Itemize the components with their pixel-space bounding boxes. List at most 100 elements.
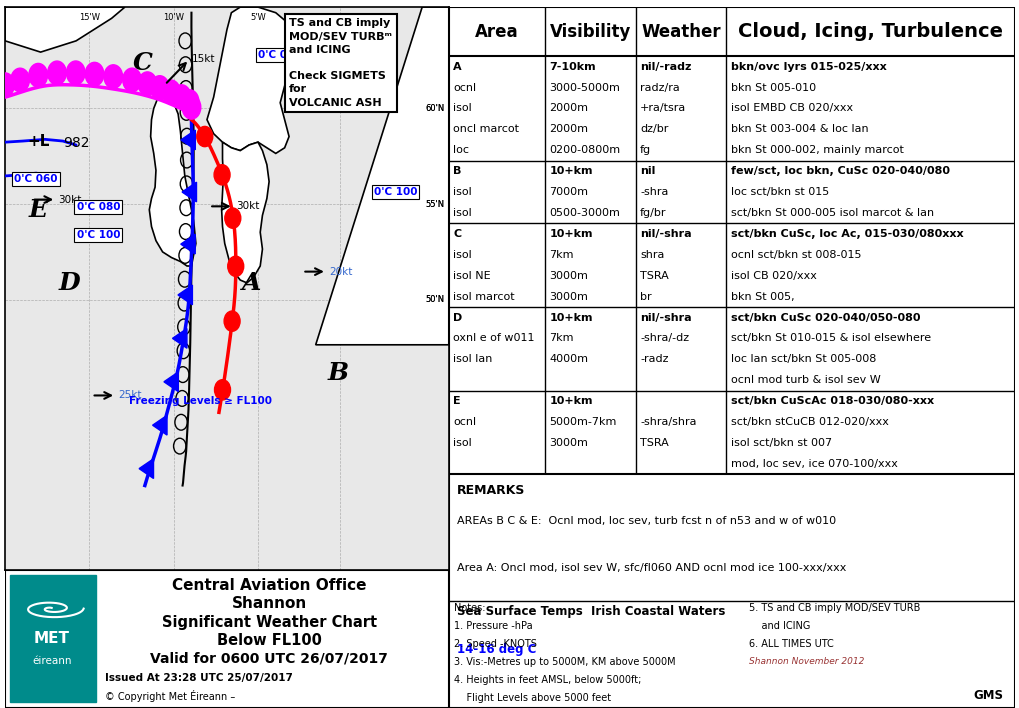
Text: 3. Vis:-Metres up to 5000M, KM above 5000M: 3. Vis:-Metres up to 5000M, KM above 500… [454, 657, 676, 667]
Circle shape [172, 85, 191, 108]
Text: C: C [452, 229, 461, 239]
Text: -shra: -shra [640, 187, 667, 197]
Text: ocnl mod turb & isol sev W: ocnl mod turb & isol sev W [730, 375, 879, 385]
Text: isol: isol [452, 208, 472, 218]
Circle shape [11, 68, 30, 92]
Polygon shape [221, 142, 269, 283]
Text: TS and CB imply
MOD/SEV TURBᵐ
and ICING

Check SIGMETS
for
VOLCANIC ASH: TS and CB imply MOD/SEV TURBᵐ and ICING … [288, 18, 391, 108]
Polygon shape [180, 234, 195, 254]
Text: isol EMBD CB 020/xxx: isol EMBD CB 020/xxx [730, 103, 852, 113]
Text: isol: isol [452, 250, 472, 260]
Polygon shape [180, 130, 195, 150]
Text: +L: +L [28, 134, 50, 149]
Text: 0500-3000m: 0500-3000m [549, 208, 620, 218]
Text: sct/bkn stCuCB 012-020/xxx: sct/bkn stCuCB 012-020/xxx [730, 417, 888, 427]
Text: 0'C 060: 0'C 060 [14, 173, 58, 184]
Text: MET: MET [34, 632, 69, 646]
Polygon shape [139, 459, 154, 479]
Text: ocnl sct/bkn st 008-015: ocnl sct/bkn st 008-015 [730, 250, 860, 260]
Polygon shape [149, 91, 196, 266]
Text: sct/bkn St 010-015 & isol elsewhere: sct/bkn St 010-015 & isol elsewhere [730, 333, 930, 343]
Text: loc lan sct/bkn St 005-008: loc lan sct/bkn St 005-008 [730, 354, 875, 365]
Text: 2. Speed -KNOTS: 2. Speed -KNOTS [454, 639, 537, 649]
Text: 25kt: 25kt [118, 390, 142, 401]
Text: isol: isol [452, 103, 472, 113]
Text: 3000-5000m: 3000-5000m [549, 83, 620, 93]
Text: 0'C 100: 0'C 100 [76, 230, 120, 240]
Text: nil/-shra: nil/-shra [640, 312, 691, 323]
Text: E: E [452, 396, 461, 406]
Text: 2000m: 2000m [549, 125, 588, 135]
Text: 14-16 deg C: 14-16 deg C [457, 643, 536, 656]
Text: -shra/-dz: -shra/-dz [640, 333, 689, 343]
Text: +ra/tsra: +ra/tsra [640, 103, 686, 113]
Text: Freezing Levels ≥ FL100: Freezing Levels ≥ FL100 [129, 396, 272, 406]
Text: br: br [640, 292, 651, 302]
Text: 20kt: 20kt [329, 267, 352, 277]
Text: éireann: éireann [32, 656, 71, 666]
Text: isol: isol [452, 187, 472, 197]
Polygon shape [182, 182, 197, 202]
Text: Weather: Weather [641, 23, 720, 40]
Text: 3000m: 3000m [549, 438, 588, 448]
Text: radz/ra: radz/ra [640, 83, 680, 93]
Text: 15kt: 15kt [192, 55, 215, 64]
Text: 30kt: 30kt [58, 195, 82, 205]
Text: oxnl e of w011: oxnl e of w011 [452, 333, 534, 343]
Text: bkn St 003-004 & loc lan: bkn St 003-004 & loc lan [730, 125, 867, 135]
Text: C: C [132, 52, 153, 75]
Text: fg: fg [640, 145, 650, 155]
Circle shape [150, 76, 169, 99]
Text: 60'N: 60'N [425, 104, 444, 113]
Text: 4000m: 4000m [549, 354, 588, 365]
Text: Visibility: Visibility [549, 23, 631, 40]
Text: B: B [452, 166, 462, 176]
Text: sct/bkn St 000-005 isol marcot & lan: sct/bkn St 000-005 isol marcot & lan [730, 208, 933, 218]
Polygon shape [207, 7, 298, 154]
Circle shape [224, 208, 240, 228]
Text: loc sct/bkn st 015: loc sct/bkn st 015 [730, 187, 828, 197]
Text: B: B [327, 361, 348, 385]
Circle shape [182, 96, 201, 119]
Text: 0'C 080: 0'C 080 [76, 202, 120, 212]
Circle shape [66, 61, 85, 85]
Text: oncl marcot: oncl marcot [452, 125, 519, 135]
Bar [9, 576, 96, 702]
Text: 10+km: 10+km [549, 396, 592, 406]
Text: nil/-radz: nil/-radz [640, 62, 691, 72]
Text: D: D [452, 312, 463, 323]
Text: A: A [242, 271, 261, 295]
Text: isol lan: isol lan [452, 354, 492, 365]
Text: and ICING: and ICING [748, 621, 809, 631]
Text: sct/bkn CuScAc 018-030/080-xxx: sct/bkn CuScAc 018-030/080-xxx [730, 396, 933, 406]
Text: Shannon: Shannon [231, 595, 307, 610]
Text: 7km: 7km [549, 250, 574, 260]
Text: Issued At 23:28 UTC 25/07/2017: Issued At 23:28 UTC 25/07/2017 [105, 673, 292, 683]
Text: 0': 0' [336, 13, 343, 22]
Text: isol marcot: isol marcot [452, 292, 515, 302]
Text: Below FL100: Below FL100 [216, 633, 321, 648]
Circle shape [214, 165, 230, 185]
Circle shape [104, 65, 122, 88]
Text: Area A: Oncl mod, isol sev W, sfc/fl060 AND ocnl mod ice 100-xxx/xxx: Area A: Oncl mod, isol sev W, sfc/fl060 … [457, 563, 846, 573]
Text: bkn St 005,: bkn St 005, [730, 292, 794, 302]
Text: mod, loc sev, ice 070-100/xxx: mod, loc sev, ice 070-100/xxx [730, 459, 897, 469]
Text: Shannon November 2012: Shannon November 2012 [748, 657, 863, 666]
Text: -radz: -radz [640, 354, 668, 365]
Text: 3000m: 3000m [549, 270, 588, 280]
Text: bkn St 005-010: bkn St 005-010 [730, 83, 815, 93]
Text: 55'N: 55'N [425, 200, 444, 209]
Text: Area: Area [475, 23, 519, 40]
Text: 6. ALL TIMES UTC: 6. ALL TIMES UTC [748, 639, 833, 649]
Text: fg/br: fg/br [640, 208, 666, 218]
Text: AREAs B C & E:  Ocnl mod, loc sev, turb fcst n of n53 and w of w010: AREAs B C & E: Ocnl mod, loc sev, turb f… [457, 516, 836, 527]
Text: Valid for 0600 UTC 26/07/2017: Valid for 0600 UTC 26/07/2017 [150, 652, 387, 666]
Text: 10+km: 10+km [549, 312, 592, 323]
Text: sct/bkn CuSc, loc Ac, 015-030/080xxx: sct/bkn CuSc, loc Ac, 015-030/080xxx [730, 229, 962, 239]
Text: isol sct/bkn st 007: isol sct/bkn st 007 [730, 438, 832, 448]
Text: 7000m: 7000m [549, 187, 588, 197]
Text: © Copyright Met Éireann –: © Copyright Met Éireann – [105, 690, 235, 702]
Circle shape [138, 72, 157, 96]
Text: Central Aviation Office: Central Aviation Office [171, 578, 366, 593]
Text: 5. TS and CB imply MOD/SEV TURB: 5. TS and CB imply MOD/SEV TURB [748, 603, 919, 613]
